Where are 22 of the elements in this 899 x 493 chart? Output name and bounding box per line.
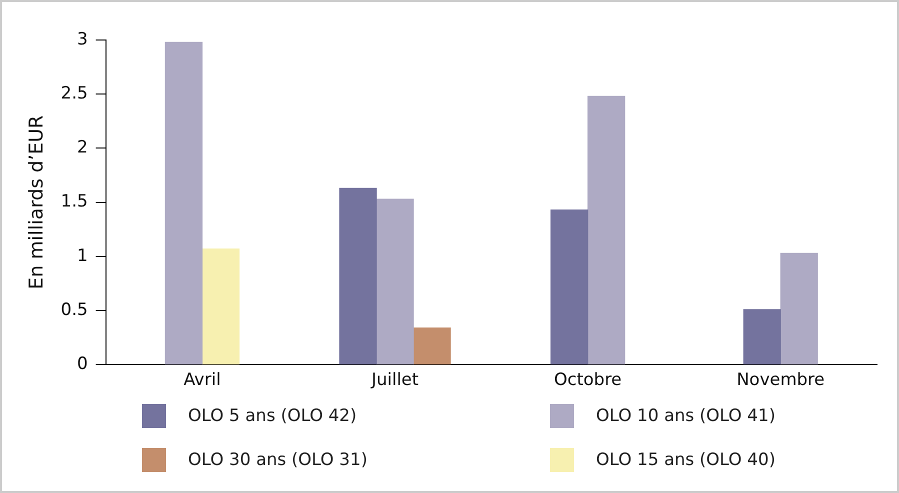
legend-label: OLO 10 ans (OLO 41) — [596, 406, 776, 426]
y-axis-title: En milliards d’EUR — [25, 115, 48, 290]
bar — [743, 309, 781, 364]
y-tick-label: 0 — [77, 354, 88, 374]
bar — [780, 252, 818, 364]
bar — [376, 198, 414, 364]
bar — [339, 188, 377, 364]
y-tick-label: 2 — [77, 138, 88, 158]
legend-label: OLO 15 ans (OLO 40) — [596, 450, 776, 470]
y-tick-label: 0.5 — [60, 300, 88, 320]
x-tick-label: Octobre — [554, 370, 622, 390]
y-tick-label: 3 — [77, 29, 88, 50]
y-tick-label: 1 — [77, 246, 88, 266]
legend-label: OLO 5 ans (OLO 42) — [188, 406, 357, 426]
bar — [202, 248, 240, 364]
bar — [413, 327, 451, 364]
x-tick-label: Novembre — [736, 370, 825, 390]
x-tick-label: Juillet — [370, 370, 419, 390]
legend-label: OLO 30 ans (OLO 31) — [188, 450, 368, 470]
y-tick-label: 2.5 — [60, 84, 88, 104]
y-tick-label: 1.5 — [60, 192, 88, 212]
x-tick-label: Avril — [184, 370, 221, 390]
